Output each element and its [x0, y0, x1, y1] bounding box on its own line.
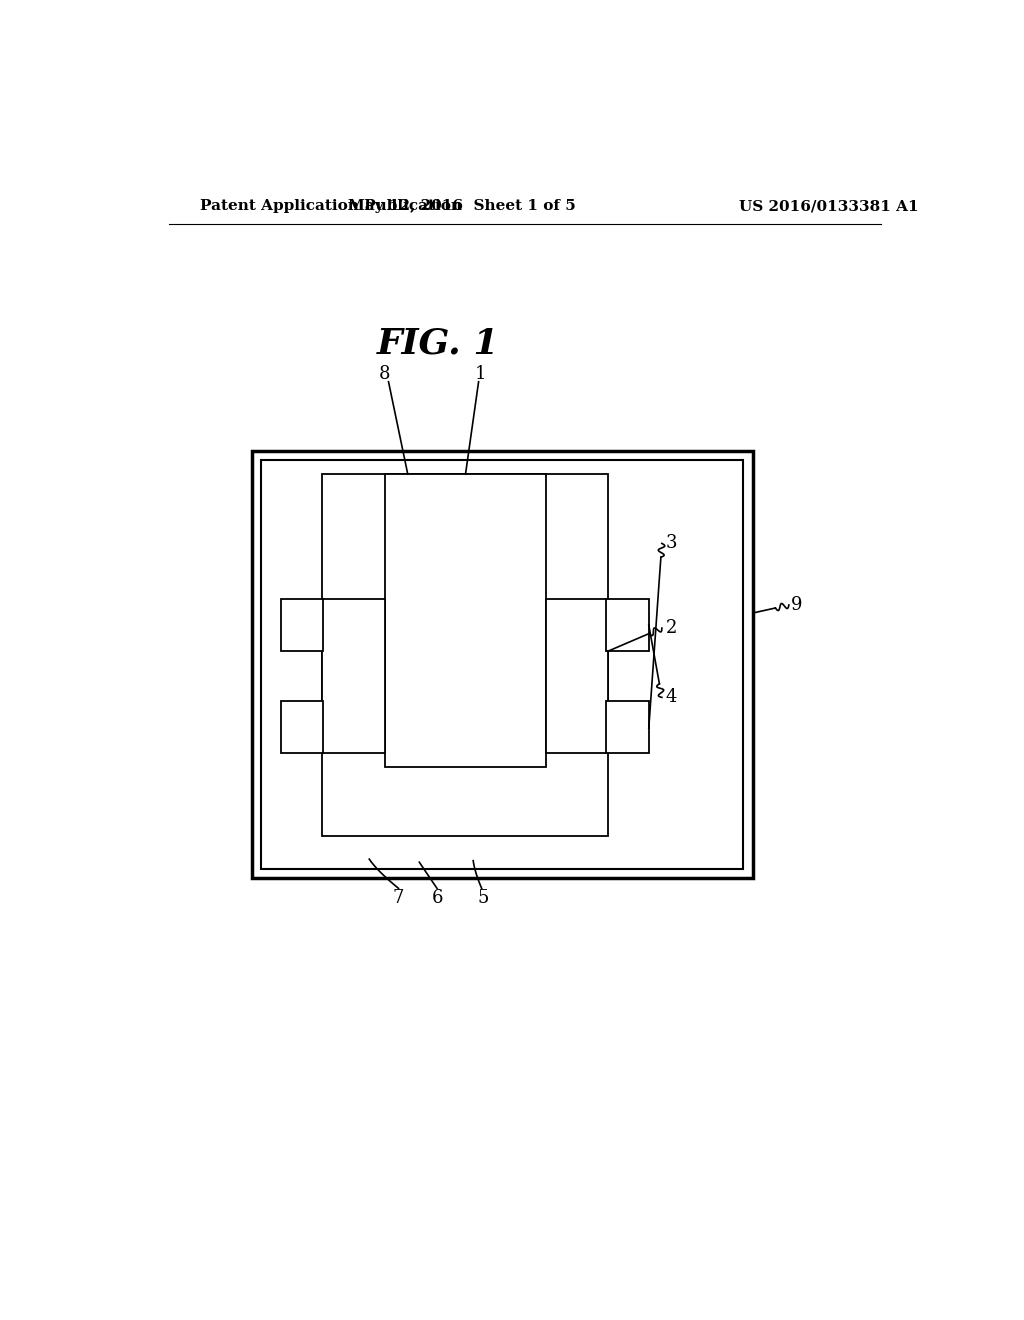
Bar: [281, 701, 323, 752]
Text: 6: 6: [431, 888, 442, 907]
Text: US 2016/0133381 A1: US 2016/0133381 A1: [739, 199, 919, 213]
Text: 7: 7: [393, 888, 404, 907]
Bar: [547, 599, 608, 752]
Text: 8: 8: [379, 366, 390, 383]
Bar: [261, 461, 743, 869]
Bar: [322, 474, 608, 836]
Bar: [385, 474, 547, 767]
Bar: [281, 599, 323, 651]
Text: May 12, 2016  Sheet 1 of 5: May 12, 2016 Sheet 1 of 5: [348, 199, 575, 213]
Text: Patent Application Publication: Patent Application Publication: [200, 199, 462, 213]
Text: 1: 1: [475, 366, 486, 383]
Text: 2: 2: [666, 619, 677, 638]
Text: 9: 9: [792, 597, 803, 614]
Bar: [322, 599, 385, 752]
Bar: [606, 599, 649, 651]
Text: FIG. 1: FIG. 1: [377, 326, 500, 360]
Text: 5: 5: [477, 888, 488, 907]
Text: 3: 3: [666, 535, 677, 552]
Bar: [252, 451, 753, 878]
Text: 4: 4: [666, 689, 677, 706]
Bar: [606, 701, 649, 752]
